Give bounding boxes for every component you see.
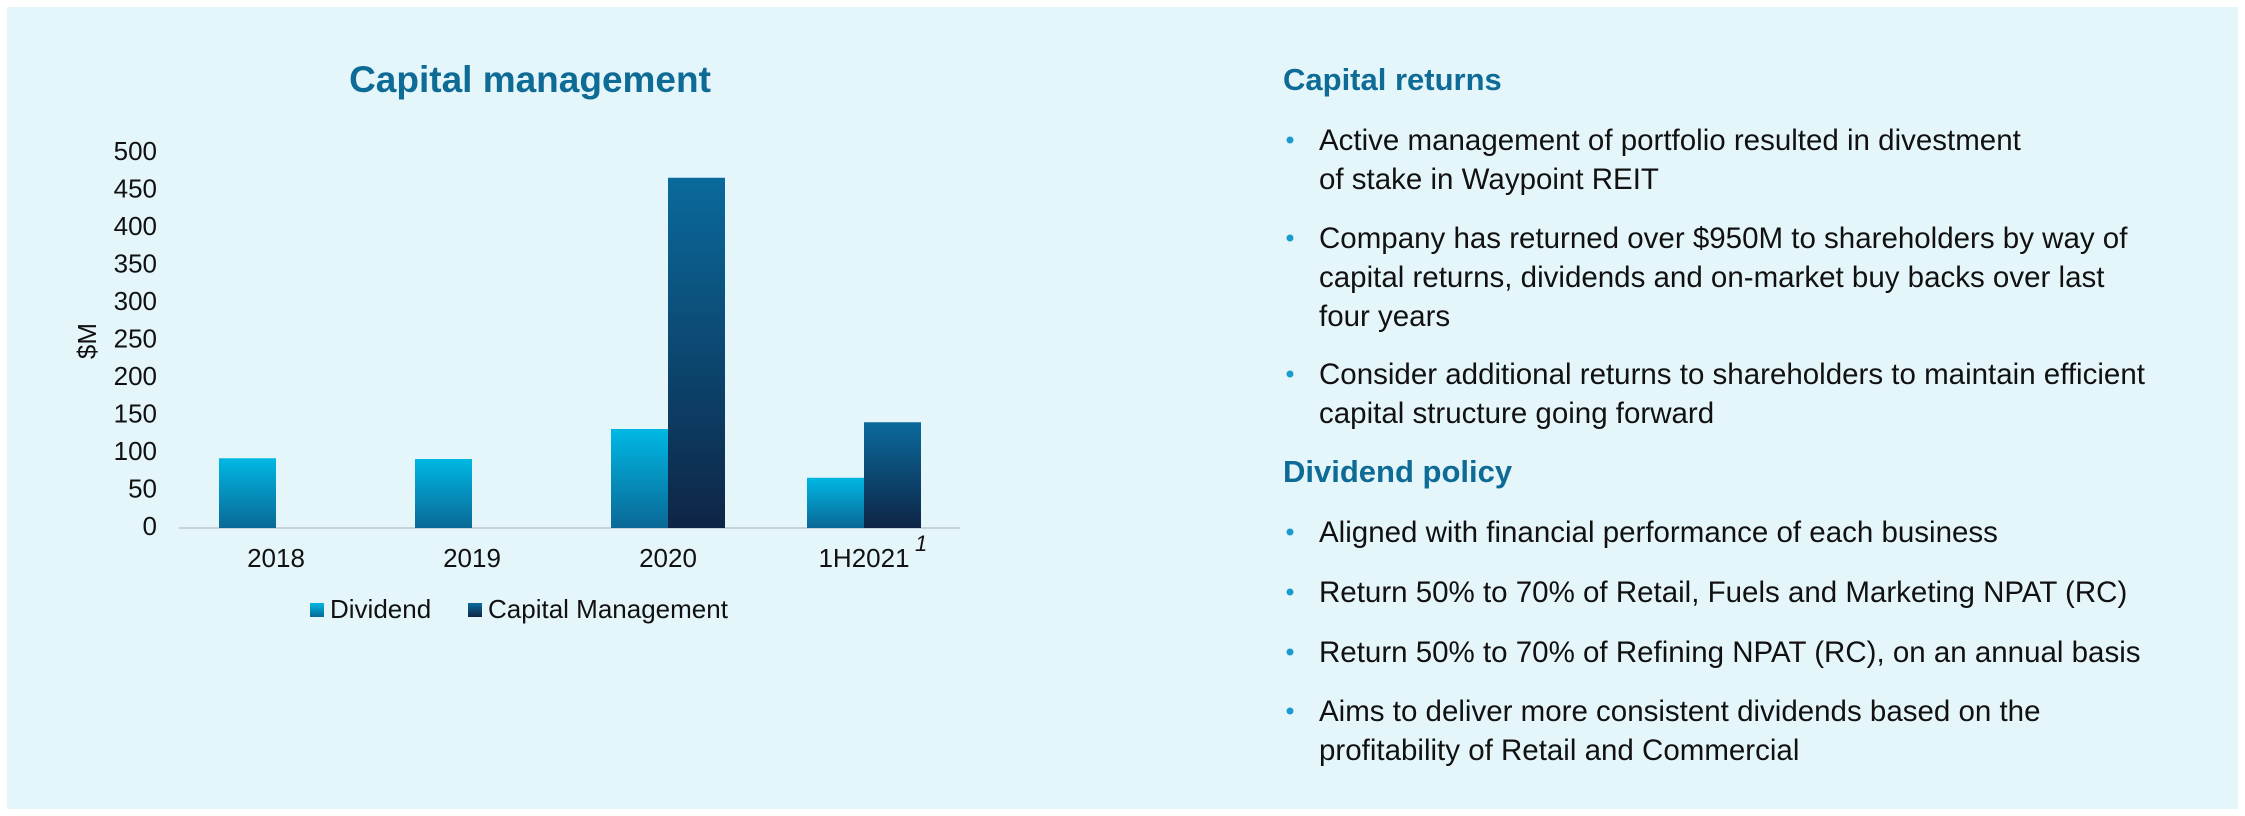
bar xyxy=(668,177,725,528)
legend-label: Dividend xyxy=(330,594,431,624)
x-tick-label: 2019 xyxy=(443,543,501,573)
bar xyxy=(807,477,864,528)
bullet-dot xyxy=(1286,234,1294,242)
y-tick-label: 400 xyxy=(114,211,157,241)
y-tick-label: 350 xyxy=(114,248,157,278)
bullet-text: Aligned with financial performance of ea… xyxy=(1319,516,1998,549)
bullet-dot xyxy=(1286,370,1294,378)
y-tick-label: 150 xyxy=(114,398,157,428)
bar xyxy=(219,458,276,528)
bullet-dot xyxy=(1286,648,1294,656)
bullet-text: capital returns, dividends and on-market… xyxy=(1319,261,2104,294)
bullet-text: Consider additional returns to sharehold… xyxy=(1319,358,2145,391)
background xyxy=(7,7,2238,809)
bar xyxy=(611,429,668,528)
y-tick-label: 200 xyxy=(114,361,157,391)
x-tick-label: 2018 xyxy=(247,543,305,573)
section-heading: Capital returns xyxy=(1283,62,1502,97)
bar xyxy=(415,459,472,528)
bullet-text: profitability of Retail and Commercial xyxy=(1319,734,1799,767)
bullet-dot xyxy=(1286,707,1294,715)
footnote-mark: 1 xyxy=(915,531,927,556)
y-tick-label: 100 xyxy=(114,436,157,466)
bullet-dot xyxy=(1286,136,1294,144)
y-tick-label: 0 xyxy=(143,511,157,541)
chart-title: Capital management xyxy=(349,59,711,100)
y-tick-label: 50 xyxy=(128,473,157,503)
y-tick-label: 450 xyxy=(114,173,157,203)
x-tick-label: 2020 xyxy=(639,543,697,573)
bullet-text: capital structure going forward xyxy=(1319,397,1714,430)
legend-swatch xyxy=(310,603,324,617)
bullet-text: Return 50% to 70% of Retail, Fuels and M… xyxy=(1319,576,2127,609)
bullet-text: Company has returned over $950M to share… xyxy=(1319,222,2128,255)
bullet-text: Return 50% to 70% of Refining NPAT (RC),… xyxy=(1319,636,2141,669)
x-tick-label: 1H2021 xyxy=(818,543,909,573)
bullet-text: four years xyxy=(1319,300,1450,333)
y-axis-label: $M xyxy=(72,323,102,359)
y-tick-label: 500 xyxy=(114,136,157,166)
bullet-text: Aims to deliver more consistent dividend… xyxy=(1319,695,2041,728)
bullet-dot xyxy=(1286,528,1294,536)
section-heading: Dividend policy xyxy=(1283,454,1513,489)
bullet-text: of stake in Waypoint REIT xyxy=(1319,163,1659,196)
bullet-dot xyxy=(1286,588,1294,596)
y-tick-label: 250 xyxy=(114,323,157,353)
y-tick-label: 300 xyxy=(114,286,157,316)
legend-swatch xyxy=(468,603,482,617)
bar xyxy=(864,422,921,528)
bullet-text: Active management of portfolio resulted … xyxy=(1319,124,2021,157)
legend-label: Capital Management xyxy=(488,594,729,624)
